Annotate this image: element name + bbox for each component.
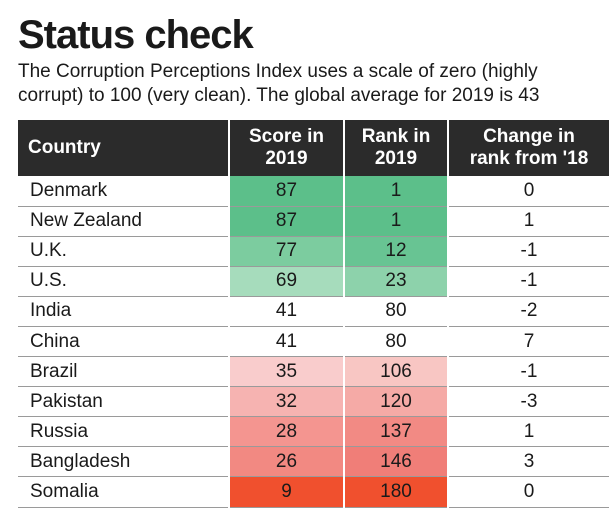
country-cell: New Zealand (18, 206, 230, 237)
rank-cell: 1 (344, 176, 449, 207)
table-row: U.S. 69 23 -1 (18, 266, 609, 297)
header-change-line: rank from '18 (469, 148, 589, 169)
table-body: Denmark 87 1 0 New Zealand 87 1 1 U.K. 77 12 -1 U.S.… (18, 176, 609, 508)
rank-cell: 120 (344, 386, 449, 418)
country-cell: Brazil (18, 356, 230, 388)
change-cell: 3 (448, 446, 609, 478)
rank-cell: 23 (344, 266, 449, 297)
header-rank-line: 2019 (374, 148, 418, 169)
header-score: Score in 2019 (229, 120, 345, 176)
rank-cell: 106 (344, 356, 449, 388)
rank-cell: 80 (344, 326, 449, 358)
table-row: Somalia 9 180 0 (18, 476, 609, 508)
score-cell: 41 (229, 296, 345, 327)
rank-cell: 146 (344, 446, 449, 478)
change-cell: -1 (448, 266, 609, 297)
cpi-table-container: Country Score in 2019 Rank in 2019 Change in r… (18, 120, 609, 508)
score-cell: 9 (229, 476, 345, 508)
rank-cell: 137 (344, 416, 449, 448)
header-score-line: Score in (249, 126, 324, 147)
country-cell: Denmark (18, 176, 230, 207)
change-cell: -1 (448, 236, 609, 267)
header-country: Country (18, 120, 230, 176)
header-score-line: 2019 (265, 148, 308, 169)
score-cell: 35 (229, 356, 345, 388)
header-change-line: Change in (483, 126, 575, 147)
table-row: Denmark 87 1 0 (18, 176, 609, 207)
table-row: U.K. 77 12 -1 (18, 236, 609, 267)
score-cell: 41 (229, 326, 345, 358)
header-country-line: Country (28, 137, 101, 158)
score-cell: 69 (229, 266, 345, 297)
table-row: Bangladesh 26 146 3 (18, 446, 609, 478)
table-row: Brazil 35 106 -1 (18, 356, 609, 388)
cpi-table: Country Score in 2019 Rank in 2019 Change in r… (18, 120, 609, 508)
table-row: Pakistan 32 120 -3 (18, 386, 609, 418)
header-rank-line: Rank in (361, 126, 431, 147)
change-cell: 7 (448, 326, 609, 358)
table-row: New Zealand 87 1 1 (18, 206, 609, 237)
page-title: Status check (18, 13, 254, 57)
country-cell: U.S. (18, 266, 230, 297)
score-cell: 26 (229, 446, 345, 478)
change-cell: 0 (448, 476, 609, 508)
country-cell: U.K. (18, 236, 230, 267)
table-row: Russia 28 137 1 (18, 416, 609, 448)
header-change: Change in rank from '18 (448, 120, 609, 176)
change-cell: -1 (448, 356, 609, 388)
rank-cell: 1 (344, 206, 449, 237)
country-cell: Russia (18, 416, 230, 448)
country-cell: Bangladesh (18, 446, 230, 478)
rank-cell: 12 (344, 236, 449, 267)
table-header: Country Score in 2019 Rank in 2019 Change in r… (18, 120, 609, 176)
change-cell: -3 (448, 386, 609, 418)
country-cell: China (18, 326, 230, 358)
change-cell: -2 (448, 296, 609, 327)
score-cell: 87 (229, 176, 345, 207)
change-cell: 1 (448, 206, 609, 237)
table-row: India 41 80 -2 (18, 296, 609, 327)
country-cell: Somalia (18, 476, 230, 508)
table-row: China 41 80 7 (18, 326, 609, 358)
rank-cell: 80 (344, 296, 449, 327)
score-cell: 28 (229, 416, 345, 448)
page-subtitle: The Corruption Perceptions Index uses a … (18, 61, 540, 106)
country-cell: India (18, 296, 230, 327)
country-cell: Pakistan (18, 386, 230, 418)
score-cell: 77 (229, 236, 345, 267)
change-cell: 0 (448, 176, 609, 207)
table-header-row: Country Score in 2019 Rank in 2019 Change in r… (18, 120, 609, 176)
score-cell: 32 (229, 386, 345, 418)
header-rank: Rank in 2019 (344, 120, 449, 176)
rank-cell: 180 (344, 476, 449, 508)
change-cell: 1 (448, 416, 609, 448)
score-cell: 87 (229, 206, 345, 237)
